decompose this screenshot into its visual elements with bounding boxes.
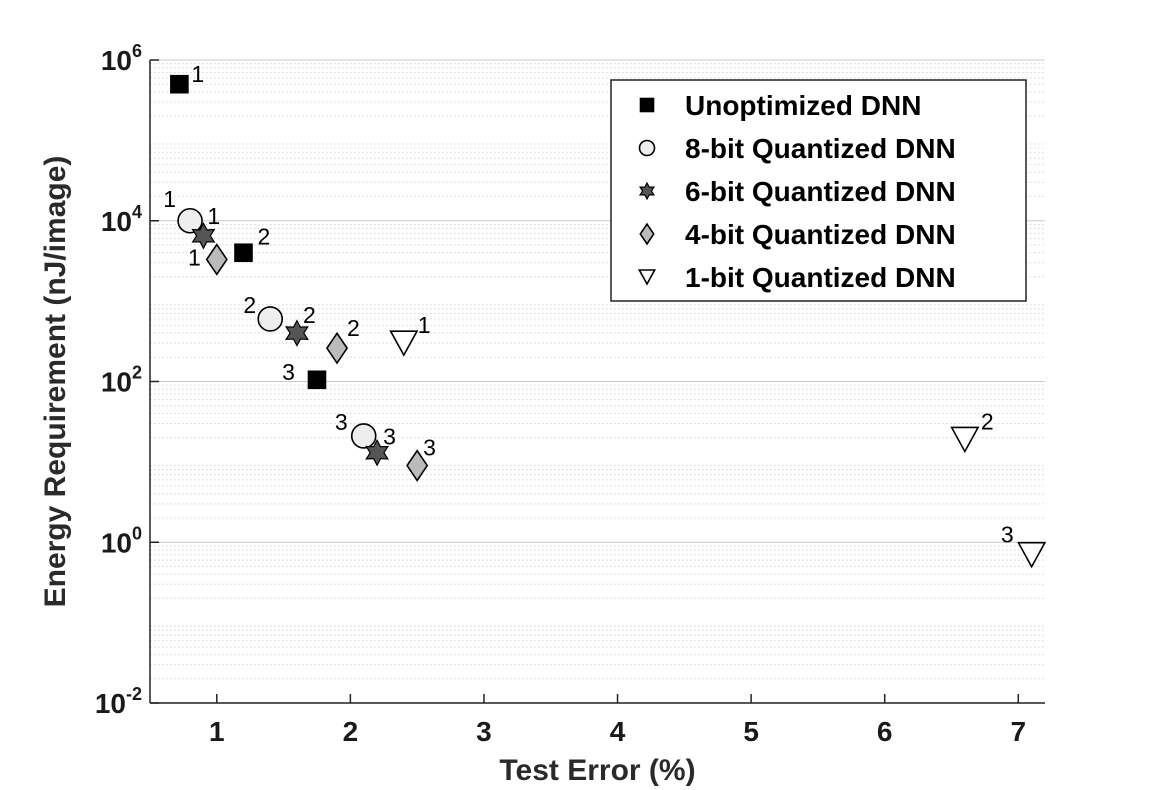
point-label: 1 <box>188 244 201 270</box>
x-axis-label: Test Error (%) <box>499 754 695 787</box>
legend-entry: 1-bit Quantized DNN <box>685 262 956 293</box>
legend-entry: Unoptimized DNN <box>685 90 921 121</box>
data-point-triangle-down <box>950 426 980 454</box>
data-point-diamond <box>205 243 228 276</box>
data-point-square <box>234 243 253 263</box>
point-label: 2 <box>347 315 360 341</box>
marks-layer: 1 2 3 1 2 3 1 2 3 1 2 3 1 2 3 <box>163 61 1047 569</box>
data-point-triangle-down <box>1017 541 1047 569</box>
x-tick-label: 3 <box>476 716 492 747</box>
point-label: 3 <box>282 359 295 385</box>
point-label: 1 <box>207 203 220 229</box>
data-point-hexagram <box>191 221 216 250</box>
series-square: 1 2 3 <box>170 61 327 390</box>
point-label: 3 <box>1001 522 1014 548</box>
legend-entry: 8-bit Quantized DNN <box>685 133 956 164</box>
data-point-square <box>307 370 327 390</box>
y-tick-exponent: 6 <box>132 41 142 61</box>
y-tick-base: 10 <box>95 688 126 719</box>
point-label: 3 <box>383 424 396 450</box>
legend-box <box>610 79 1027 302</box>
point-label: 2 <box>243 292 256 318</box>
data-point-circle <box>177 207 203 234</box>
data-point-hexagram <box>365 438 390 467</box>
point-label: 2 <box>258 224 271 250</box>
point-label: 1 <box>163 186 176 212</box>
legend-marker-diamond <box>639 222 655 246</box>
y-tick-label: 10-2 <box>95 684 142 719</box>
legend-marker-hexagram <box>638 181 656 201</box>
series-circle: 1 2 3 <box>163 186 377 449</box>
data-point-diamond <box>325 331 349 365</box>
x-tick-label: 1 <box>209 716 225 747</box>
legend-marker-circle <box>638 139 656 157</box>
series-hexagram: 1 2 3 <box>191 203 396 467</box>
y-tick-label: 100 <box>101 523 142 558</box>
point-label: 3 <box>423 435 436 461</box>
point-label: 3 <box>335 409 348 435</box>
x-tick-label: 6 <box>877 716 893 747</box>
series-triangle-down: 1 2 3 <box>389 312 1047 569</box>
legend-marker-square <box>639 97 655 113</box>
y-tick-exponent: 4 <box>132 202 142 222</box>
series-diamond: 1 2 3 <box>188 243 436 482</box>
point-label: 1 <box>191 61 204 87</box>
y-tick-exponent: -2 <box>126 684 142 704</box>
y-axis-label: Energy Requirement (nJ/image) <box>39 156 72 608</box>
legend-entry: 6-bit Quantized DNN <box>685 176 956 207</box>
y-tick-base: 10 <box>101 527 132 558</box>
data-point-diamond <box>406 449 429 482</box>
y-tick-exponent: 2 <box>132 363 142 383</box>
data-point-circle <box>350 423 377 449</box>
y-tick-base: 10 <box>101 45 132 76</box>
data-point-hexagram <box>284 319 309 347</box>
data-point-circle <box>257 306 284 332</box>
y-tick-base: 10 <box>101 206 132 237</box>
y-tick-label: 104 <box>101 202 142 237</box>
legend: Unoptimized DNN 8-bit Quantized DNN 6-bit … <box>610 79 1027 302</box>
y-tick-base: 10 <box>101 367 132 398</box>
point-label: 1 <box>418 312 431 338</box>
legend-entry: 4-bit Quantized DNN <box>685 219 956 250</box>
x-tick-label: 5 <box>743 716 759 747</box>
x-tick-label: 4 <box>610 716 626 747</box>
y-tick-exponent: 0 <box>132 523 142 543</box>
y-tick-label: 102 <box>101 363 142 398</box>
y-tick-label: 106 <box>101 41 142 76</box>
point-label: 2 <box>303 302 316 328</box>
point-label: 2 <box>981 408 994 434</box>
data-point-triangle-down <box>389 330 419 357</box>
data-point-square <box>170 74 189 94</box>
x-tick-label: 2 <box>343 716 359 747</box>
x-tick-label: 7 <box>1010 716 1026 747</box>
legend-marker-triangle-down <box>637 269 657 286</box>
